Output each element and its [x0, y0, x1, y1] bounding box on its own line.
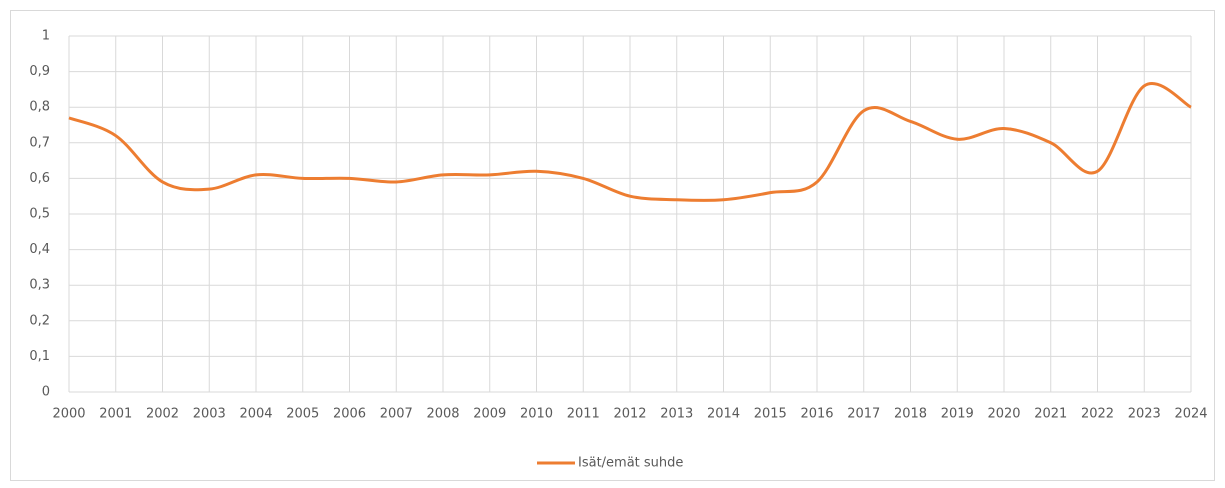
- x-tick-label: 2016: [800, 407, 833, 422]
- x-tick-label: 2021: [1034, 407, 1067, 422]
- x-tick-label: 2008: [426, 407, 459, 422]
- y-tick-label: 0: [42, 385, 50, 400]
- x-tick-label: 2013: [660, 407, 693, 422]
- x-tick-label: 2014: [707, 407, 740, 422]
- x-tick-label: 2009: [473, 407, 506, 422]
- x-tick-label: 2005: [286, 407, 319, 422]
- x-tick-label: 2010: [520, 407, 553, 422]
- y-tick-label: 1: [42, 29, 50, 44]
- y-tick-label: 0,1: [29, 349, 50, 364]
- x-tick-label: 2007: [380, 407, 413, 422]
- x-tick-label: 2018: [894, 407, 927, 422]
- x-tick-label: 2020: [987, 407, 1020, 422]
- x-tick-label: 2015: [754, 407, 787, 422]
- x-tick-label: 2003: [193, 407, 226, 422]
- x-tick-label: 2012: [613, 407, 646, 422]
- y-tick-label: 0,8: [29, 100, 50, 115]
- y-tick-label: 0,4: [29, 242, 50, 257]
- x-tick-label: 2019: [941, 407, 974, 422]
- legend-label: Isät/emät suhde: [578, 456, 683, 471]
- x-tick-label: 2004: [239, 407, 272, 422]
- x-tick-label: 2006: [333, 407, 366, 422]
- x-tick-label: 2022: [1081, 407, 1114, 422]
- x-tick-label: 2024: [1174, 407, 1207, 422]
- x-tick-label: 2001: [99, 407, 132, 422]
- y-tick-label: 0,3: [29, 278, 50, 293]
- x-tick-label: 2017: [847, 407, 880, 422]
- y-tick-label: 0,9: [29, 64, 50, 79]
- y-tick-label: 0,7: [29, 135, 50, 150]
- chart-frame: [10, 10, 1215, 481]
- x-tick-label: 2002: [146, 407, 179, 422]
- x-tick-label: 2023: [1128, 407, 1161, 422]
- y-tick-label: 0,5: [29, 207, 50, 222]
- x-tick-label: 2011: [567, 407, 600, 422]
- y-tick-label: 0,2: [29, 313, 50, 328]
- x-tick-label: 2000: [52, 407, 85, 422]
- y-tick-label: 0,6: [29, 171, 50, 186]
- data-line: [68, 82, 1192, 202]
